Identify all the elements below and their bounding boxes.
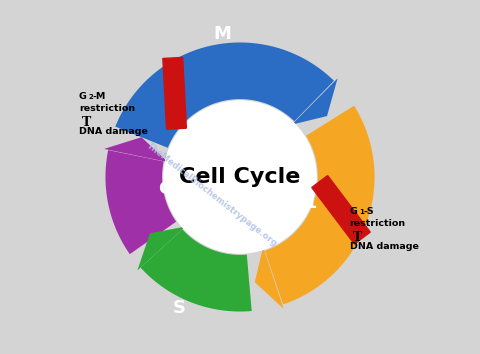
Text: TheMedicalBiochemistrypage.org: TheMedicalBiochemistrypage.org [144,141,279,249]
Text: T: T [353,231,362,244]
Polygon shape [292,78,337,125]
Polygon shape [115,42,334,148]
Text: -M: -M [92,92,106,101]
Text: -S: -S [363,207,374,216]
Polygon shape [312,176,370,244]
Text: G1: G1 [290,194,318,212]
Text: M: M [214,25,231,42]
Text: S: S [172,299,185,317]
Polygon shape [163,57,186,129]
Text: DNA damage: DNA damage [350,242,419,251]
Polygon shape [137,227,186,270]
Polygon shape [104,137,168,162]
Text: restriction: restriction [79,104,135,113]
Text: 1: 1 [360,209,364,215]
Text: G2: G2 [158,180,186,198]
Polygon shape [255,247,284,309]
Text: G: G [350,207,358,216]
Polygon shape [265,106,374,304]
Text: Cell Cycle: Cell Cycle [180,167,300,187]
Polygon shape [106,150,176,254]
Circle shape [164,101,316,253]
Text: DNA damage: DNA damage [79,127,148,136]
Text: 2: 2 [88,94,93,100]
Polygon shape [141,229,252,312]
Text: restriction: restriction [350,219,406,228]
Text: T: T [82,116,91,129]
Text: G: G [79,92,87,101]
